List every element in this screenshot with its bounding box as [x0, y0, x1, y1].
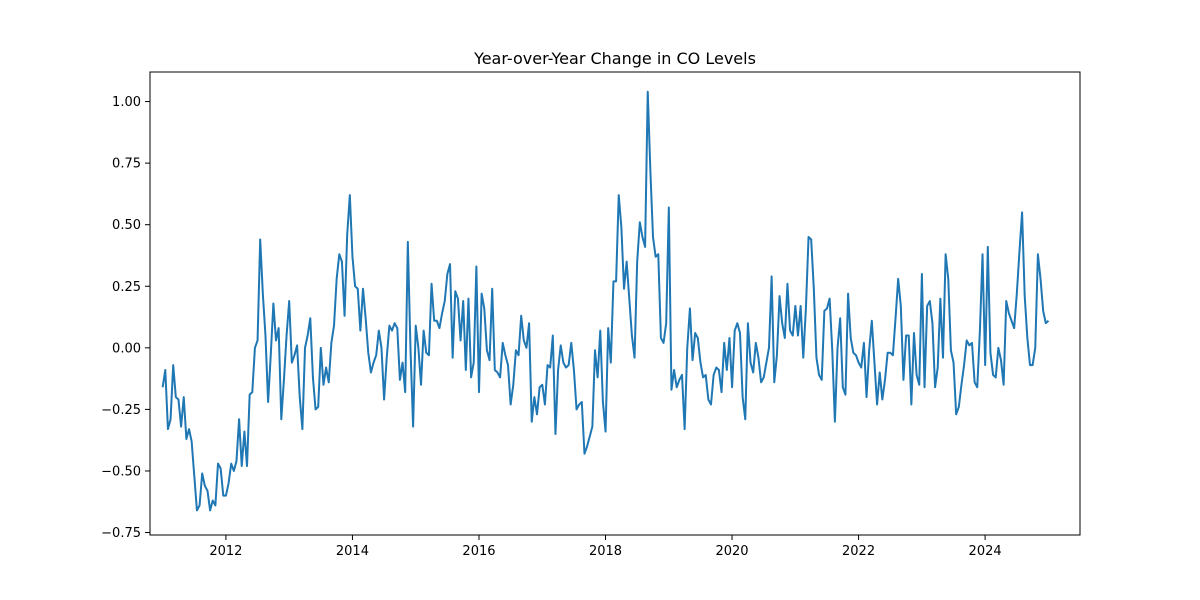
plot-area [161, 90, 1050, 512]
x-tick-label: 2014 [336, 544, 369, 559]
x-tick-label: 2022 [842, 544, 875, 559]
chart-title: Year-over-Year Change in CO Levels [473, 49, 756, 68]
x-tick-label: 2012 [209, 544, 242, 559]
x-tick-label: 2024 [969, 544, 1002, 559]
y-tick-label: −0.50 [101, 464, 141, 479]
y-tick-label: 1.00 [112, 95, 141, 110]
y-tick-label: −0.75 [101, 526, 141, 541]
x-tick-label: 2018 [589, 544, 622, 559]
y-tick-label: −0.25 [101, 403, 141, 418]
x-axis: 2012 2014 2016 2018 2020 2022 2024 [209, 535, 1002, 559]
x-tick-label: 2016 [462, 544, 495, 559]
plot-frame [149, 71, 1081, 536]
y-axis: −0.75 −0.50 −0.25 0.00 0.25 0.50 0.75 1.00 [101, 95, 150, 541]
y-tick-label: 0.25 [112, 280, 141, 295]
x-tick-label: 2020 [715, 544, 748, 559]
y-tick-label: 0.00 [112, 341, 141, 356]
series-line [161, 90, 1050, 512]
y-tick-label: 0.50 [112, 218, 141, 233]
y-tick-label: 0.75 [112, 157, 141, 172]
